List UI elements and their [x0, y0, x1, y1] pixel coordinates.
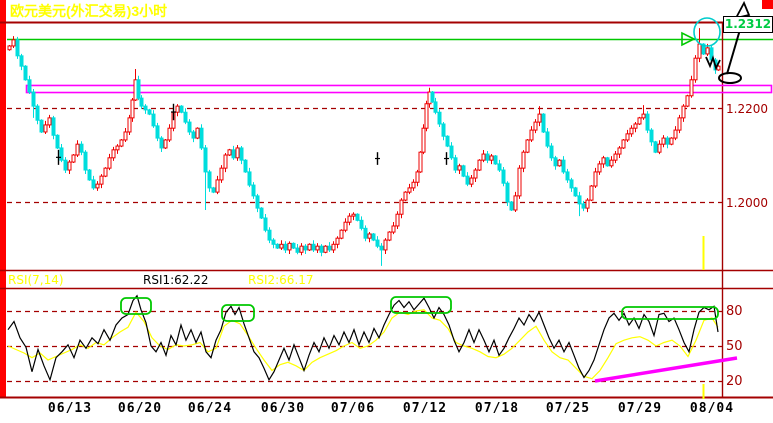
price-tick-12000: 1.2000 [726, 196, 768, 210]
pen-squiggle [705, 55, 721, 71]
support-band [25, 84, 773, 94]
highlight-ellipse-cyan [693, 17, 721, 47]
rsi2-value-label: RSI2:66.17 [248, 273, 314, 287]
rsi-panel [7, 294, 738, 399]
rsi-highlight-box [390, 296, 452, 314]
highlight-ellipse-black [718, 72, 742, 84]
rsi-line-rsi1 [7, 294, 719, 382]
last-price-label: 1.2312 [723, 16, 773, 33]
x-axis-date-label[interactable]: 06/24 [187, 401, 233, 416]
rsi-highlight-box [120, 297, 152, 315]
x-axis-date-label[interactable]: 07/25 [545, 401, 591, 416]
x-axis-date-label[interactable]: 06/13 [47, 401, 93, 416]
rsi1-value-label: RSI1:62.22 [143, 273, 209, 287]
x-axis-date-label[interactable]: 07/29 [617, 401, 663, 416]
x-axis-date-label[interactable]: 07/12 [402, 401, 448, 416]
rsi-tick-80: 80 [726, 304, 743, 319]
rsi-highlight-box [221, 304, 255, 322]
chart-title: 欧元美元(外汇交易)3小时 [10, 3, 168, 19]
rsi-tick-20: 20 [726, 374, 743, 389]
doji-marks [56, 103, 449, 165]
x-axis-date-label[interactable]: 07/06 [330, 401, 376, 416]
rsi-line-rsi2 [7, 309, 719, 380]
candles [7, 28, 721, 266]
x-axis-date-label[interactable]: 06/30 [260, 401, 306, 416]
top-right-red-box [762, 0, 773, 9]
x-axis-date-label[interactable]: 08/04 [689, 401, 735, 416]
rsi-tick-50: 50 [726, 339, 743, 354]
green-marker [681, 31, 696, 47]
price-tick-12200: 1.2200 [726, 102, 768, 116]
x-axis-date-label[interactable]: 07/18 [474, 401, 520, 416]
rsi-param-label[interactable]: RSI(7,14) [8, 273, 64, 287]
panel-frame [0, 21, 773, 399]
annotations [681, 0, 751, 270]
rsi-highlight-box [621, 306, 719, 320]
left-border-bar [0, 0, 6, 398]
x-axis-date-label[interactable]: 06/20 [117, 401, 163, 416]
